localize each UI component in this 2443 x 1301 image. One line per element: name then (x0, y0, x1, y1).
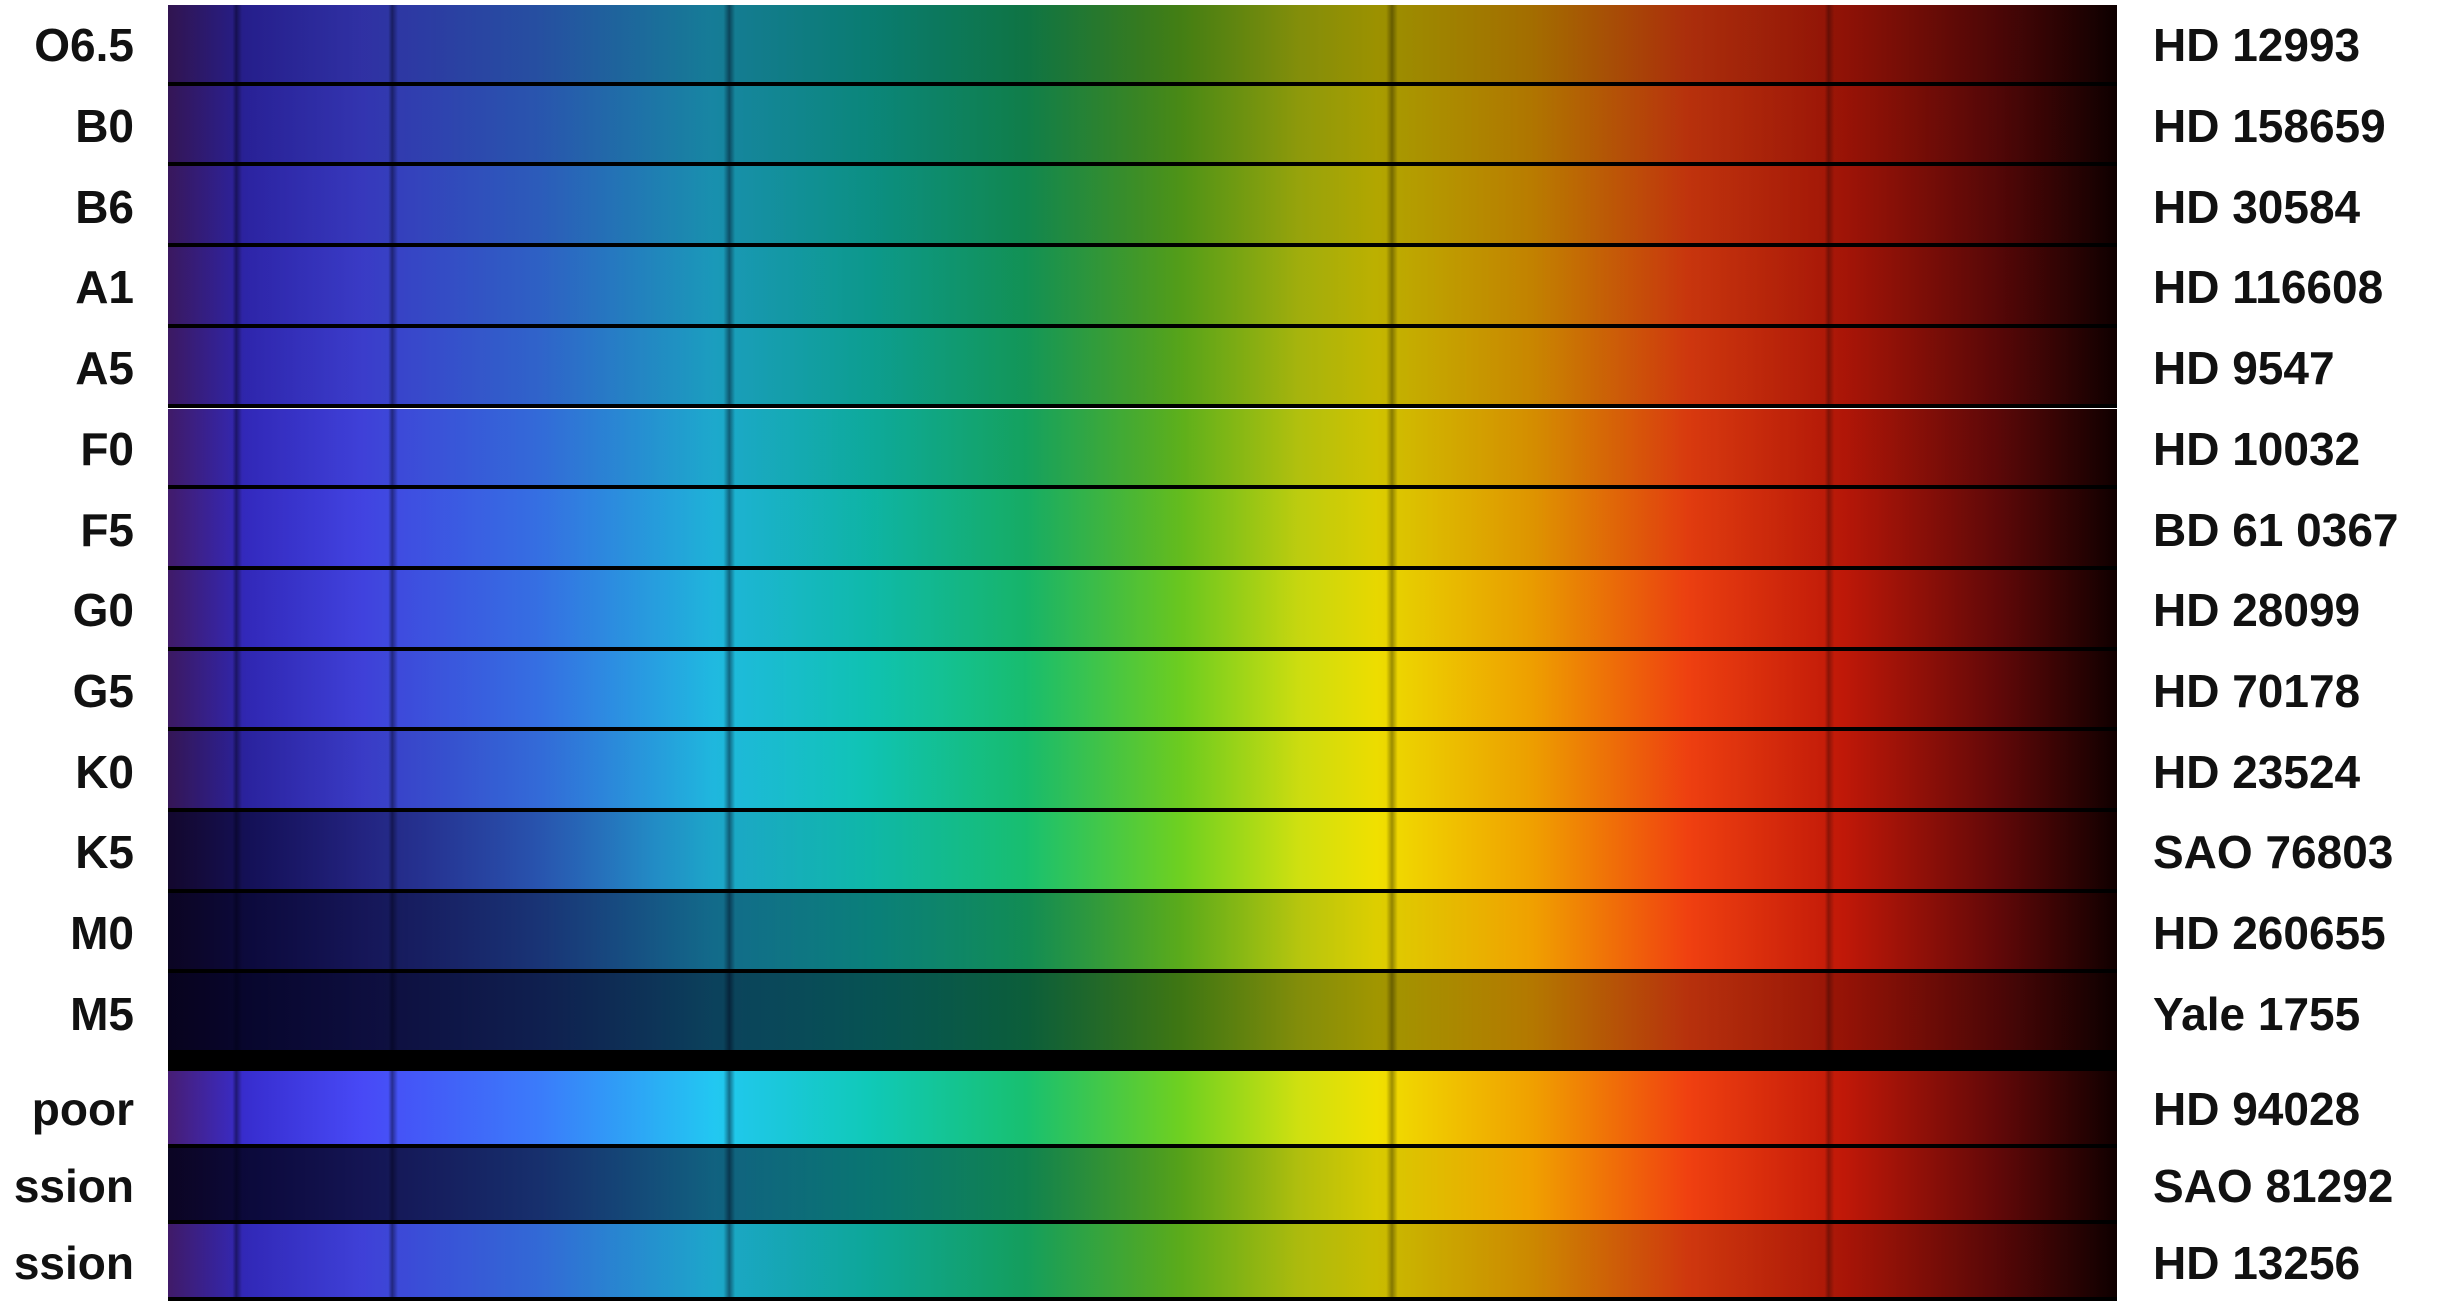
star-name-label: HD 10032 (2153, 426, 2360, 472)
spectra-figure: O6.5 HD 12993 B0 HD 158659 B6 HD 30584 A1 HD 11… (0, 0, 2443, 1301)
star-name-label: SAO 81292 (2153, 1163, 2393, 1209)
spectrum-strip (168, 166, 2117, 247)
star-name-label: HD 23524 (2153, 749, 2360, 795)
spectral-type-label: A5 (75, 345, 134, 391)
spectral-type-label: K0 (75, 749, 134, 795)
spectrum-strip (168, 731, 2117, 812)
absorption-lines (168, 1071, 2117, 1144)
spectral-type-label: B0 (75, 103, 134, 149)
absorption-lines (168, 5, 2117, 82)
spectrum-strip (168, 409, 2117, 490)
star-name-label: BD 61 0367 (2153, 507, 2399, 553)
star-name-label: HD 28099 (2153, 587, 2360, 633)
spectral-type-label: F5 (80, 507, 134, 553)
star-name-label: HD 70178 (2153, 668, 2360, 714)
spectral-type-label: ssion (14, 1240, 134, 1286)
spectral-type-label: A1 (75, 264, 134, 310)
absorption-lines (168, 731, 2117, 808)
spectrum-strip (168, 570, 2117, 651)
spectral-type-label: M0 (70, 910, 134, 956)
absorption-lines (168, 651, 2117, 728)
spectral-type-label: F0 (80, 426, 134, 472)
absorption-lines (168, 247, 2117, 324)
star-name-label: SAO 76803 (2153, 829, 2393, 875)
star-name-label: HD 9547 (2153, 345, 2335, 391)
absorption-lines (168, 973, 2117, 1050)
spectral-type-label: poor (32, 1086, 134, 1132)
spectral-type-label: O6.5 (34, 22, 134, 68)
absorption-lines (168, 893, 2117, 970)
absorption-lines (168, 409, 2117, 486)
star-name-label: Yale 1755 (2153, 991, 2360, 1037)
spectrum-strip (168, 973, 2117, 1054)
absorption-lines (168, 1224, 2117, 1297)
spectral-type-label: G0 (73, 587, 134, 633)
absorption-lines (168, 166, 2117, 243)
absorption-lines (168, 489, 2117, 566)
spectrum-strip (168, 86, 2117, 167)
star-name-label: HD 94028 (2153, 1086, 2360, 1132)
spectrum-strip (168, 651, 2117, 732)
spectral-type-label: B6 (75, 184, 134, 230)
spectrum-strip (168, 893, 2117, 974)
spectrum-strip (168, 328, 2117, 409)
absorption-lines (168, 328, 2117, 405)
spectrum-strip (168, 5, 2117, 86)
star-name-label: HD 158659 (2153, 103, 2386, 149)
separator-band (168, 1052, 2117, 1071)
absorption-lines (168, 1148, 2117, 1221)
star-name-label: HD 116608 (2153, 264, 2383, 310)
absorption-lines (168, 570, 2117, 647)
spectrum-strip (168, 812, 2117, 893)
star-name-label: HD 13256 (2153, 1240, 2360, 1286)
spectrum-strip (168, 1071, 2117, 1148)
spectrum-strip (168, 247, 2117, 328)
spectral-type-label: M5 (70, 991, 134, 1037)
spectral-type-label: ssion (14, 1163, 134, 1209)
star-name-label: HD 12993 (2153, 22, 2360, 68)
spectral-type-label: K5 (75, 829, 134, 875)
spectral-type-label: G5 (73, 668, 134, 714)
star-name-label: HD 260655 (2153, 910, 2386, 956)
absorption-lines (168, 86, 2117, 163)
absorption-lines (168, 812, 2117, 889)
spectrum-strip (168, 489, 2117, 570)
star-name-label: HD 30584 (2153, 184, 2360, 230)
spectrum-strip (168, 1224, 2117, 1301)
spectrum-strip (168, 1148, 2117, 1225)
